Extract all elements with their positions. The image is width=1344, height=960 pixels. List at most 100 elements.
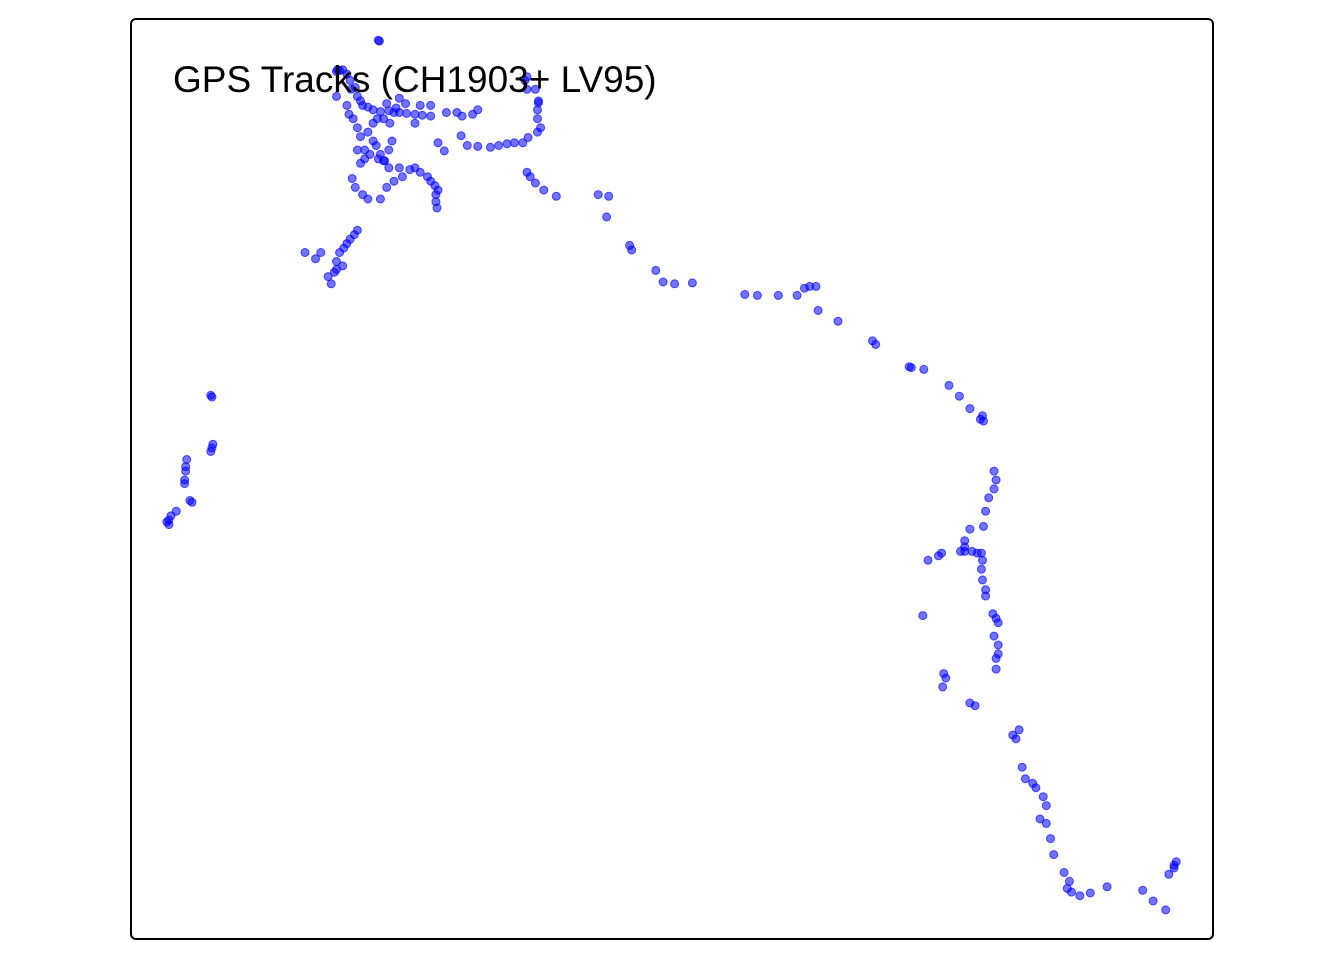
gps-point <box>356 132 365 142</box>
gps-point <box>1011 734 1021 744</box>
gps-point <box>415 100 425 110</box>
gps-point <box>989 484 999 494</box>
gps-point <box>332 91 341 101</box>
gps-point <box>347 174 357 183</box>
gps-point <box>385 118 395 128</box>
gps-point <box>1148 896 1158 906</box>
gps-point <box>300 248 310 257</box>
gps-point <box>494 141 504 150</box>
gps-point <box>350 182 360 192</box>
gps-point <box>207 392 217 402</box>
gps-point <box>991 475 1001 485</box>
gps-point <box>1014 725 1024 735</box>
gps-point <box>941 673 951 683</box>
gps-point <box>1041 801 1051 811</box>
gps-point <box>345 75 355 85</box>
gps-point <box>923 555 933 565</box>
gps-point <box>329 267 339 277</box>
gps-point <box>371 141 381 150</box>
gps-point <box>348 114 358 124</box>
gps-point <box>397 172 407 182</box>
gps-point <box>382 99 392 109</box>
gps-point <box>473 141 483 151</box>
gps-point <box>180 479 190 489</box>
gps-point <box>384 145 394 155</box>
gps-point <box>164 520 174 530</box>
gps-point <box>687 278 697 288</box>
gps-point <box>1059 868 1069 877</box>
gps-point <box>536 123 546 133</box>
gps-point <box>452 108 462 117</box>
gps-point <box>352 145 362 155</box>
gps-point <box>426 100 436 110</box>
gps-point <box>1075 891 1085 901</box>
gps-point <box>978 575 987 585</box>
gps-point <box>410 109 420 119</box>
gps-point <box>991 653 1001 663</box>
gps-point <box>918 611 928 621</box>
gps-point <box>989 466 999 476</box>
gps-point <box>627 245 637 255</box>
points-layer <box>162 35 1181 915</box>
gps-point <box>533 114 542 124</box>
gps-point <box>387 136 397 146</box>
gps-point <box>502 139 512 149</box>
gps-point <box>1031 783 1041 793</box>
gps-point <box>752 290 762 300</box>
gps-point <box>938 682 948 692</box>
gps-point <box>530 178 540 188</box>
gps-point <box>1164 869 1174 879</box>
gps-point <box>1046 834 1055 844</box>
gps-point <box>375 194 385 204</box>
gps-point <box>944 380 954 390</box>
gps-point <box>993 640 1003 650</box>
gps-point <box>326 279 336 289</box>
gps-point <box>539 185 549 195</box>
gps-point <box>906 363 916 373</box>
gps-point <box>984 493 994 503</box>
gps-point <box>522 84 532 94</box>
gps-point <box>374 36 384 46</box>
gps-point <box>937 548 947 558</box>
gps-point <box>432 203 442 213</box>
gps-point <box>1041 818 1051 828</box>
gps-point <box>181 466 191 476</box>
gps-point <box>981 506 991 516</box>
gps-point <box>919 364 929 374</box>
gps-point <box>965 524 975 534</box>
gps-point <box>978 411 987 421</box>
gps-point <box>462 141 472 150</box>
gps-point <box>379 156 389 166</box>
gps-point <box>523 133 533 142</box>
gps-point <box>534 98 543 108</box>
gps-point <box>342 100 352 110</box>
gps-point <box>978 555 987 565</box>
gps-point <box>410 163 420 173</box>
gps-point <box>833 316 843 326</box>
gps-point <box>604 191 614 201</box>
gps-point <box>651 265 661 275</box>
gps-point <box>970 701 980 711</box>
gps-point <box>187 497 197 507</box>
gps-point <box>1038 792 1048 802</box>
gps-point <box>602 212 612 222</box>
gps-point <box>965 404 975 414</box>
gps-point <box>792 290 802 300</box>
gps-point <box>316 248 326 257</box>
gps-point <box>338 261 348 271</box>
gps-point <box>773 290 783 300</box>
gps-point <box>811 281 821 291</box>
gps-point <box>365 149 375 159</box>
gps-point <box>1085 888 1095 898</box>
plot-frame <box>130 18 1214 940</box>
gps-point <box>976 564 986 574</box>
gps-point <box>389 176 399 186</box>
gps-point <box>510 138 519 148</box>
gps-point <box>382 182 392 192</box>
gps-point <box>332 257 341 266</box>
gps-point <box>433 138 443 148</box>
gps-point <box>518 138 528 148</box>
gps-point <box>1171 857 1181 867</box>
